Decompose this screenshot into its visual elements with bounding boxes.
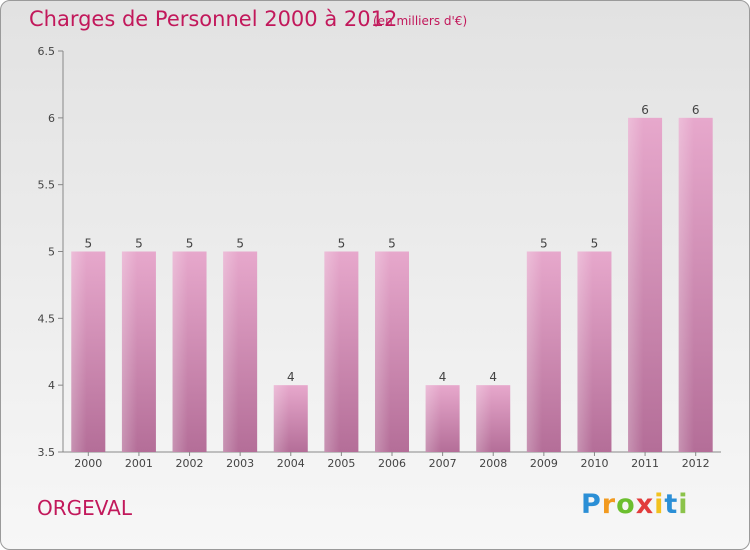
x-tick-label-2003: 2003 — [226, 457, 254, 470]
y-tick-label: 6 — [48, 112, 55, 125]
chart-subtitle: (en milliers d'€) — [373, 14, 468, 28]
y-tick-label: 3.5 — [38, 446, 56, 459]
logo-letter: i — [654, 489, 665, 520]
bar-highlight — [324, 251, 340, 452]
x-tick-label-2002: 2002 — [176, 457, 204, 470]
commune-name: ORGEVAL — [37, 496, 132, 520]
bar-highlight — [526, 251, 543, 452]
data-label-2001: 5 — [135, 237, 143, 251]
bar-highlight — [172, 251, 188, 452]
x-tick-label-2005: 2005 — [327, 457, 355, 470]
data-label-2008: 4 — [489, 370, 497, 384]
x-tick-label-2010: 2010 — [580, 457, 608, 470]
labels: 5 5 5 5 4 5 5 4 4 5 5 6 6 — [84, 103, 699, 384]
x-tick-label-2009: 2009 — [530, 457, 558, 470]
x-tick-label-2006: 2006 — [378, 457, 406, 470]
y-tick-label: 4.5 — [38, 312, 56, 325]
y-tick-label: 5.5 — [38, 179, 56, 192]
axes: 3.5 4 4.5 5 5.5 6 6.5 2000 2001 2002 2003 2004 2005 2… — [38, 45, 721, 470]
y-tick-label: 5 — [48, 246, 55, 259]
data-label-2005: 5 — [338, 237, 346, 251]
bars — [71, 117, 713, 452]
data-label-2010: 5 — [591, 237, 599, 251]
bar-highlight — [223, 251, 239, 452]
bar-highlight — [375, 251, 391, 452]
logo-letter: P — [581, 489, 602, 520]
data-label-2011: 6 — [641, 103, 649, 117]
bar-highlight — [476, 385, 492, 452]
bar-highlight — [273, 385, 290, 452]
data-label-2009: 5 — [540, 237, 548, 251]
logo-letter: t — [664, 489, 679, 520]
data-label-2002: 5 — [186, 237, 194, 251]
y-tick-label: 6.5 — [38, 45, 56, 58]
y-tick-label: 4 — [48, 379, 55, 392]
data-label-2012: 6 — [692, 103, 700, 117]
x-tick-label-2007: 2007 — [429, 457, 457, 470]
bar-highlight — [628, 117, 644, 452]
x-tick-label-2011: 2011 — [631, 457, 659, 470]
x-tick-label-2008: 2008 — [479, 457, 507, 470]
x-tick-label-2001: 2001 — [125, 457, 153, 470]
x-tick-label-2012: 2012 — [682, 457, 710, 470]
bar-highlight — [577, 251, 593, 452]
logo-letter: i — [678, 489, 689, 520]
chart-title: Charges de Personnel 2000 à 2012 — [29, 7, 398, 31]
bar-highlight — [71, 251, 87, 452]
bar-highlight — [121, 251, 138, 452]
data-label-2006: 5 — [388, 237, 396, 251]
data-label-2007: 4 — [439, 370, 447, 384]
x-tick-label-2004: 2004 — [277, 457, 305, 470]
data-label-2003: 5 — [236, 237, 244, 251]
bar-highlight — [678, 117, 694, 452]
logo-letter: r — [601, 489, 617, 520]
x-tick-label-2000: 2000 — [74, 457, 102, 470]
data-label-2000: 5 — [84, 237, 92, 251]
data-label-2004: 4 — [287, 370, 295, 384]
proxiti-logo: Proxiti — [581, 489, 689, 520]
logo-letter: o — [616, 489, 636, 520]
logo-letter: x — [635, 489, 655, 520]
bar-highlight — [425, 385, 441, 452]
